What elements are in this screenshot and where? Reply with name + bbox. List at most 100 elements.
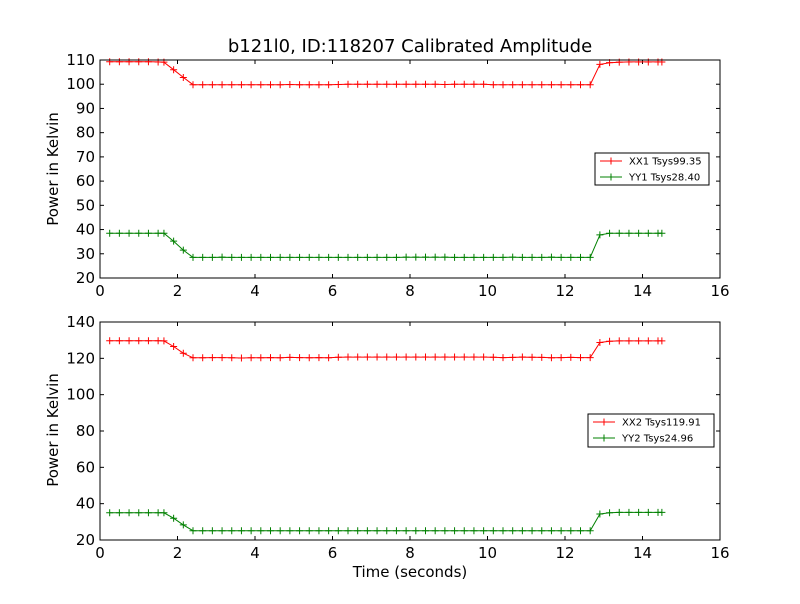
bottom-series-2-point [470, 527, 478, 535]
top-xtick-label: 8 [405, 282, 415, 300]
bottom-series-1-point [586, 354, 594, 362]
top-series-2-point [392, 253, 400, 261]
bottom-series-2-point [635, 508, 643, 516]
bottom-ytick-label: 140 [66, 313, 95, 331]
top-series-1-point [170, 66, 178, 74]
bottom-series-2-point [160, 509, 168, 517]
top-chart-legend: XX1 Tsys99.35 YY1 Tsys28.40 [594, 152, 710, 186]
top-series-1-point [431, 80, 439, 88]
top-series-2-point [615, 229, 623, 237]
top-series-2-point [644, 229, 652, 237]
bottom-series-2-point [528, 527, 536, 535]
bottom-series-1-point [334, 353, 342, 361]
bottom-series-1-point [509, 353, 517, 361]
top-series-1-point [499, 81, 507, 89]
top-ytick-label: 100 [66, 75, 95, 93]
top-series-2-point [518, 253, 526, 261]
bottom-ytick-label: 20 [76, 531, 95, 549]
top-series-2-point [606, 229, 614, 237]
top-series-2-point [499, 253, 507, 261]
bottom-series-1-point [160, 337, 168, 345]
bottom-series-2-point [199, 527, 207, 535]
top-series-2-point [577, 253, 584, 261]
bottom-legend-marker-2 [600, 434, 608, 442]
bottom-series-2-point [577, 527, 584, 535]
bottom-series-2-point [383, 527, 391, 535]
bottom-series-1-point [528, 353, 536, 361]
top-series-2-point [237, 253, 245, 261]
bottom-series-1-point [606, 337, 614, 345]
bottom-ytick-label: 40 [76, 495, 95, 513]
top-series-2-point [460, 253, 468, 261]
bottom-xtick-label: 10 [478, 544, 497, 562]
bottom-series-2-point [509, 527, 517, 535]
top-ytick-label: 90 [76, 99, 95, 117]
top-series-1-point [577, 81, 584, 89]
bottom-series-1-point [577, 354, 584, 362]
bottom-series-2-point [422, 527, 429, 535]
bottom-chart-series [106, 337, 666, 535]
bottom-series-2-point [135, 509, 143, 517]
bottom-series-1-point [144, 337, 152, 345]
top-series-2-point [135, 229, 143, 237]
bottom-legend-label-2: YY2 Tsys24.96 [621, 434, 693, 445]
bottom-series-2-point [460, 527, 468, 535]
top-series-1-point [460, 80, 468, 88]
top-series-1-point [276, 81, 284, 89]
bottom-series-2-point [247, 527, 255, 535]
bottom-ytick-label: 120 [66, 349, 95, 367]
top-series-1-point [586, 81, 594, 89]
top-series-1-point [509, 81, 517, 89]
bottom-series-2-point [305, 527, 313, 535]
bottom-ytick-label: 80 [76, 422, 95, 440]
bottom-series-1-point [199, 354, 207, 362]
bottom-xtick-label: 6 [328, 544, 338, 562]
bottom-series-2-point [431, 527, 439, 535]
bottom-series-2-point [296, 527, 304, 535]
top-series-1-point [412, 80, 420, 88]
top-xtick-label: 10 [478, 282, 497, 300]
top-series-1-point [144, 58, 152, 66]
top-series-2-point [199, 253, 207, 261]
top-legend-label-2: YY1 Tsys28.40 [628, 173, 700, 184]
bottom-xtick-label: 14 [633, 544, 652, 562]
bottom-series-1-point [228, 354, 236, 362]
bottom-series-1-point [644, 337, 652, 345]
bottom-series-1-point [383, 353, 391, 361]
bottom-series-2-point [615, 508, 623, 516]
top-series-2-point [179, 246, 187, 254]
bottom-series-1-point [296, 354, 304, 362]
bottom-chart-ylabel: Power in Kelvin [44, 373, 62, 487]
bottom-xtick-label: 2 [173, 544, 183, 562]
top-series-2-point [363, 253, 371, 261]
bottom-series-1-point [247, 354, 255, 362]
top-series-1-point [189, 81, 197, 89]
bottom-series-1-point [625, 337, 633, 345]
top-series-2-point [208, 253, 216, 261]
bottom-legend-box [587, 413, 715, 448]
bottom-series-1-point [305, 354, 313, 362]
top-series-2-point [344, 253, 352, 261]
top-series-2-point [412, 253, 420, 261]
bottom-series-2-point [276, 527, 284, 535]
bottom-series-2-point [557, 527, 565, 535]
bottom-series-2-point [106, 509, 114, 517]
bottom-series-2-point [237, 527, 245, 535]
top-series-1-point [315, 81, 323, 89]
top-series-1-point [596, 60, 604, 68]
bottom-series-1-point [557, 354, 565, 362]
bottom-series-1-point [325, 354, 333, 362]
bottom-series-2-point [441, 527, 449, 535]
top-series-2-point [383, 253, 391, 261]
top-ytick-label: 20 [76, 269, 95, 287]
top-series-2-point [480, 253, 488, 261]
top-series-1-point [286, 80, 294, 88]
top-ytick-label: 60 [76, 172, 95, 190]
top-series-2-point [315, 253, 323, 261]
top-series-2-point [189, 253, 197, 261]
top-xtick-label: 14 [633, 282, 652, 300]
top-xtick-label: 4 [250, 282, 260, 300]
top-series-1-point [135, 58, 143, 66]
bottom-series-2-point [596, 510, 604, 518]
top-series-2-point [596, 231, 604, 239]
